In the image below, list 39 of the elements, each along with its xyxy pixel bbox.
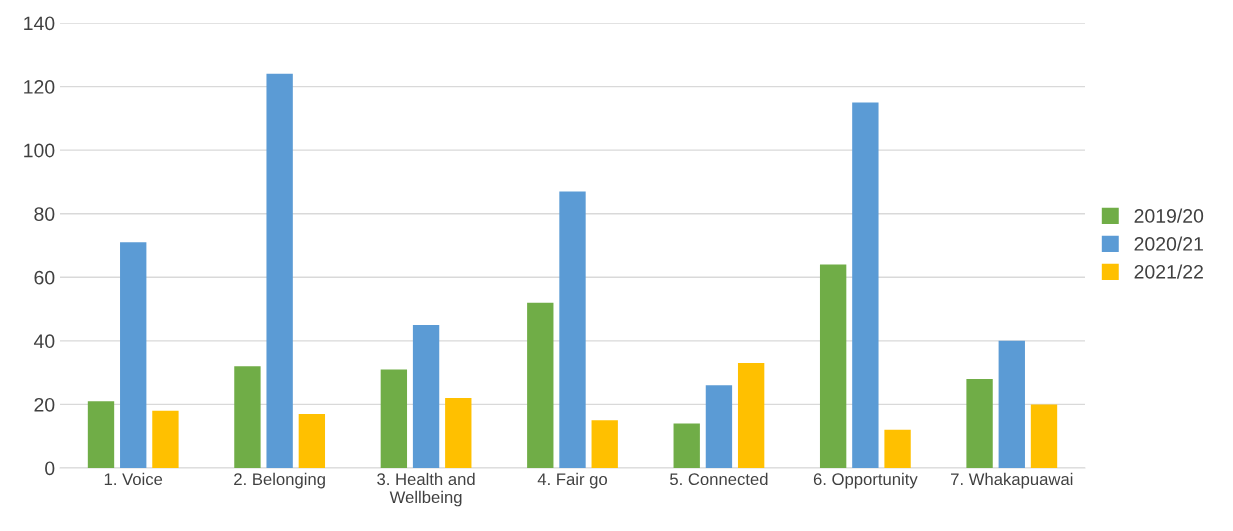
legend-label: 2020/21 xyxy=(1134,236,1203,251)
y-tick-label: 40 xyxy=(33,334,55,349)
bar xyxy=(998,340,1025,468)
y-tick-label: 80 xyxy=(34,207,55,221)
x-tick-label: 7. Whakapuawai xyxy=(951,472,1073,489)
bar xyxy=(152,410,179,468)
x-tick-label: 2. Belonging xyxy=(234,472,325,489)
bar xyxy=(298,413,326,468)
bar xyxy=(87,401,115,468)
bar xyxy=(559,191,586,468)
bar xyxy=(591,420,618,468)
bar xyxy=(966,379,993,468)
x-tick-label: 5. Connected xyxy=(670,472,768,486)
y-tick-label: 120 xyxy=(24,80,55,94)
x-tick-label: 4. Fair go xyxy=(537,472,608,489)
bar xyxy=(445,398,472,468)
y-tick-label: 60 xyxy=(34,270,55,285)
bar xyxy=(120,242,147,468)
x-tick-label: 1. Voice xyxy=(104,472,163,486)
bar xyxy=(380,369,408,468)
x-tick-label: 3. Health and Wellbeing xyxy=(377,472,475,507)
legend-label: 2019/20 xyxy=(1134,208,1204,223)
bar xyxy=(705,385,733,468)
bar xyxy=(234,366,261,468)
y-tick-label: 140 xyxy=(24,16,55,31)
bar xyxy=(673,423,700,468)
bar xyxy=(819,264,847,468)
y-tick-label: 0 xyxy=(45,461,55,476)
bar xyxy=(412,324,440,468)
legend-label: 2021/22 xyxy=(1134,264,1203,279)
bar xyxy=(1030,404,1058,468)
bar xyxy=(527,302,554,468)
y-tick-label: 20 xyxy=(34,397,55,412)
bar xyxy=(737,363,765,468)
bar xyxy=(884,429,911,468)
bar xyxy=(266,73,293,468)
x-tick-label: 6. Opportunity xyxy=(813,472,918,489)
y-tick-label: 100 xyxy=(24,143,55,158)
bar xyxy=(852,102,879,468)
